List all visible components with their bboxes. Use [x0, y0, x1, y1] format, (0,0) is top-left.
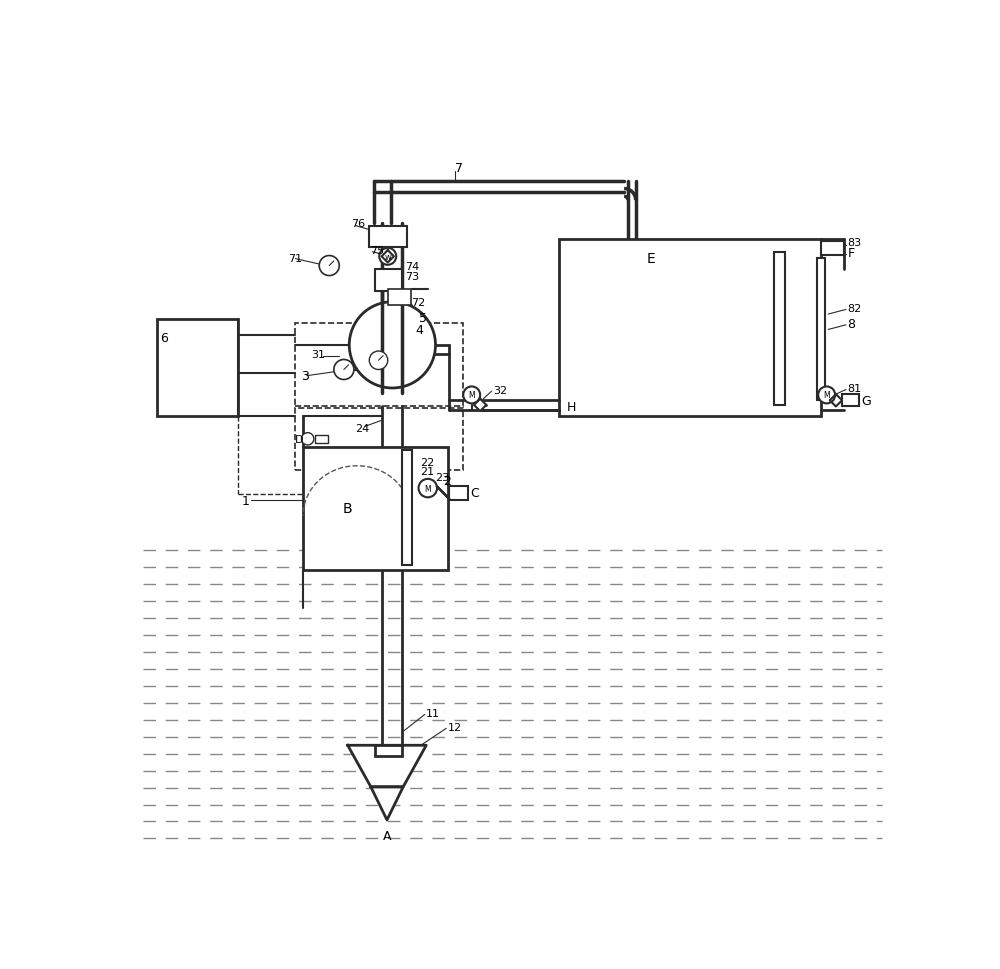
- Bar: [388, 290, 411, 305]
- Text: M: M: [468, 391, 475, 400]
- Circle shape: [818, 387, 835, 404]
- Text: 12: 12: [448, 722, 462, 732]
- Text: 31: 31: [311, 350, 325, 359]
- Text: B: B: [343, 502, 353, 516]
- Circle shape: [379, 249, 396, 266]
- Bar: [559, 239, 820, 417]
- Circle shape: [319, 256, 339, 276]
- Text: 3: 3: [302, 370, 309, 383]
- Polygon shape: [371, 787, 403, 820]
- Text: 83: 83: [847, 238, 862, 248]
- Text: M: M: [424, 484, 431, 493]
- Bar: [774, 253, 785, 405]
- Text: D: D: [295, 434, 303, 445]
- Text: F: F: [847, 247, 855, 260]
- Circle shape: [419, 480, 437, 498]
- Text: 8: 8: [847, 318, 855, 330]
- Text: 75: 75: [370, 246, 384, 256]
- Bar: [375, 270, 402, 292]
- Text: 7: 7: [455, 162, 463, 175]
- Text: 1: 1: [241, 494, 249, 508]
- Text: A: A: [383, 829, 391, 842]
- Text: 82: 82: [847, 303, 862, 314]
- Circle shape: [369, 352, 388, 370]
- Text: 73: 73: [405, 271, 419, 281]
- Circle shape: [302, 433, 314, 446]
- Circle shape: [349, 302, 436, 389]
- Text: G: G: [861, 394, 871, 407]
- Text: 72: 72: [411, 297, 425, 307]
- Text: 24: 24: [355, 423, 370, 433]
- Polygon shape: [348, 745, 426, 787]
- Polygon shape: [437, 487, 449, 499]
- Circle shape: [334, 360, 354, 380]
- Text: 5: 5: [419, 311, 427, 325]
- Text: M: M: [823, 391, 830, 400]
- Text: C: C: [470, 486, 479, 500]
- Text: 23: 23: [436, 473, 450, 483]
- Text: E: E: [647, 252, 655, 266]
- Text: 21: 21: [420, 467, 434, 477]
- Bar: [369, 227, 407, 248]
- Bar: [295, 324, 463, 407]
- Bar: [375, 745, 402, 756]
- Text: 4: 4: [415, 324, 423, 336]
- Text: 2: 2: [443, 475, 451, 487]
- Bar: [842, 394, 859, 407]
- Bar: [295, 409, 463, 470]
- Bar: [315, 435, 328, 443]
- Text: 6: 6: [160, 331, 168, 344]
- Text: w: w: [384, 253, 391, 262]
- Polygon shape: [382, 251, 394, 264]
- Bar: [817, 259, 825, 401]
- Text: 11: 11: [426, 708, 440, 718]
- Text: 71: 71: [288, 254, 302, 264]
- Text: 81: 81: [847, 384, 862, 393]
- Circle shape: [463, 387, 480, 404]
- Text: 76: 76: [351, 219, 365, 229]
- Bar: [820, 241, 844, 256]
- Polygon shape: [474, 399, 486, 412]
- Bar: [157, 320, 238, 417]
- Bar: [402, 451, 412, 566]
- Text: 32: 32: [493, 385, 507, 395]
- Polygon shape: [830, 394, 842, 407]
- Text: 74: 74: [405, 262, 419, 271]
- Text: 22: 22: [420, 457, 434, 467]
- Bar: [449, 486, 468, 500]
- Text: H: H: [566, 400, 576, 414]
- Bar: [303, 447, 448, 570]
